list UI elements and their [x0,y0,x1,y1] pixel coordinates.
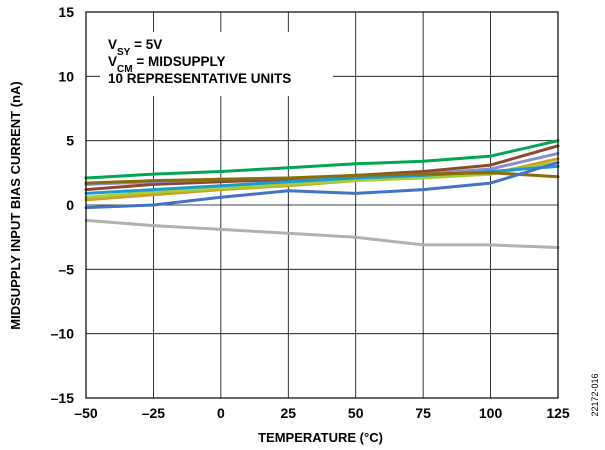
x-tick-label: 50 [348,405,364,421]
y-tick-label: 0 [66,197,74,213]
y-tick-label: 15 [58,4,74,20]
x-tick-label: 125 [546,405,570,421]
x-tick-label: –50 [74,405,98,421]
series-line-5 [84,161,560,199]
annotation-line-1: VSY = 5V [108,37,162,58]
x-tick-label: 100 [479,405,503,421]
series-line-1 [84,139,560,180]
x-tick-label: –25 [142,405,166,421]
annotation-box [100,32,333,96]
x-tick-label: 75 [415,405,431,421]
y-tick-labels: –15 –10 –5 0 5 10 15 [51,4,75,406]
y-tick-label: 5 [66,133,74,149]
plot-frame [85,11,559,399]
series-line-9 [84,218,560,249]
x-axis-title: TEMPERATURE (°C) [258,430,383,445]
y-tick-label: –10 [51,326,75,342]
y-tick-label: 10 [58,68,74,84]
series-line-7 [84,171,560,185]
annotation-line-2: VCM = MIDSUPPLY [108,54,225,75]
annotation-line-3: 10 REPRESENTATIVE UNITS [108,71,291,86]
x-tick-label: 25 [280,405,296,421]
x-tick-label: 0 [217,405,225,421]
series-line-8 [84,161,560,210]
y-tick-label: –15 [51,390,75,406]
y-axis-title: MIDSUPPLY INPUT BIAS CURRENT (nA) [8,81,23,329]
y-tick-label: –5 [58,261,74,277]
x-tick-labels: –50 –25 0 25 50 75 100 125 [74,405,570,421]
figure-id: 22172-016 [590,373,600,416]
series-lines [84,139,560,249]
